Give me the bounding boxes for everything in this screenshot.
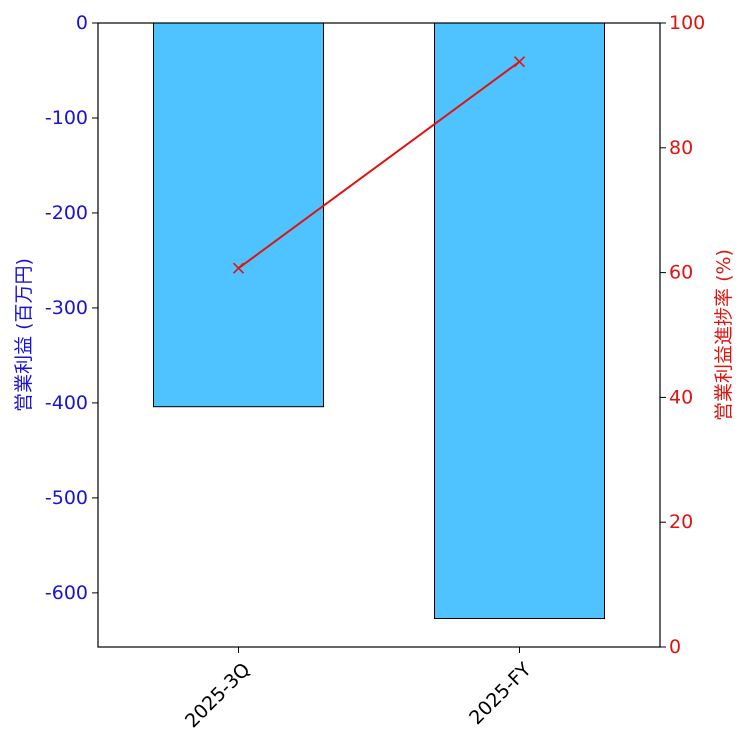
x-axis: 2025-3Q 2025-FY: [181, 647, 536, 732]
left-tick-label: -500: [45, 487, 88, 509]
left-tick-label: -100: [45, 107, 88, 129]
right-tick-label: 80: [669, 137, 693, 159]
right-tick-label: 60: [669, 262, 693, 284]
right-tick-label: 0: [669, 636, 681, 658]
left-tick-label: -200: [45, 202, 88, 224]
left-tick-label: -400: [45, 392, 88, 414]
right-tick-label: 100: [669, 12, 705, 34]
progress-line: [237, 60, 521, 270]
right-tick-label: 20: [669, 511, 693, 533]
right-tick-label: 40: [669, 386, 693, 408]
progress-marker-2025-3Q: [232, 262, 245, 274]
left-y-axis-label: 営業利益 (百万円): [13, 258, 35, 412]
progress-marker-2025-FY: [513, 56, 526, 68]
progress-line-group: [232, 56, 526, 274]
x-tick-label: 2025-FY: [465, 658, 536, 729]
x-tick-label: 2025-3Q: [181, 659, 255, 733]
bar-2025-FY: [433, 22, 606, 620]
right-y-axis: 0 20 40 60 80 100: [660, 12, 705, 658]
plot-frame: [97, 22, 661, 648]
bar-group: [152, 22, 606, 620]
left-y-axis: 0 -100 -200 -300 -400 -500 -600: [45, 12, 98, 604]
left-tick-label: -300: [45, 297, 88, 319]
bar-2025-3Q: [152, 22, 325, 408]
left-tick-label: -600: [45, 582, 88, 604]
left-tick-label: 0: [76, 12, 88, 34]
right-y-axis-label: 営業利益進捗率 (%): [713, 249, 735, 421]
